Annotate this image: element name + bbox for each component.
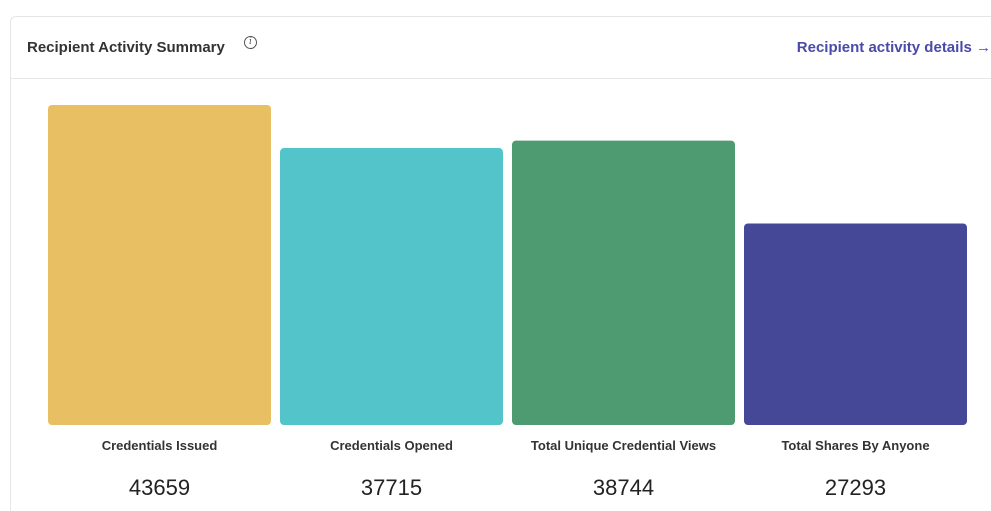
bar-3[interactable] xyxy=(512,140,735,425)
bar-1-base xyxy=(48,417,271,421)
card-title: Recipient Activity Summary xyxy=(27,39,225,56)
card-header: Recipient Activity Summary i Recipient a… xyxy=(11,17,991,79)
info-icon[interactable]: i xyxy=(244,36,257,49)
value-label-3: 38744 xyxy=(593,475,654,500)
bar-4[interactable] xyxy=(744,223,967,425)
category-label-1: Credentials Issued xyxy=(102,438,218,453)
category-label-3: Total Unique Credential Views xyxy=(531,438,716,453)
category-label-4: Total Shares By Anyone xyxy=(781,438,929,453)
value-label-4: 27293 xyxy=(825,475,886,500)
bar-4-base xyxy=(744,417,967,421)
category-label-2: Credentials Opened xyxy=(330,438,453,453)
value-label-1: 43659 xyxy=(129,475,190,500)
bar-2[interactable] xyxy=(280,148,503,425)
recipient-activity-details-link[interactable]: Recipient activity details → xyxy=(796,39,991,56)
bar-3-base xyxy=(512,417,735,421)
bar-2-base xyxy=(280,417,503,421)
bar-1[interactable] xyxy=(48,105,271,425)
value-label-2: 37715 xyxy=(361,475,422,500)
